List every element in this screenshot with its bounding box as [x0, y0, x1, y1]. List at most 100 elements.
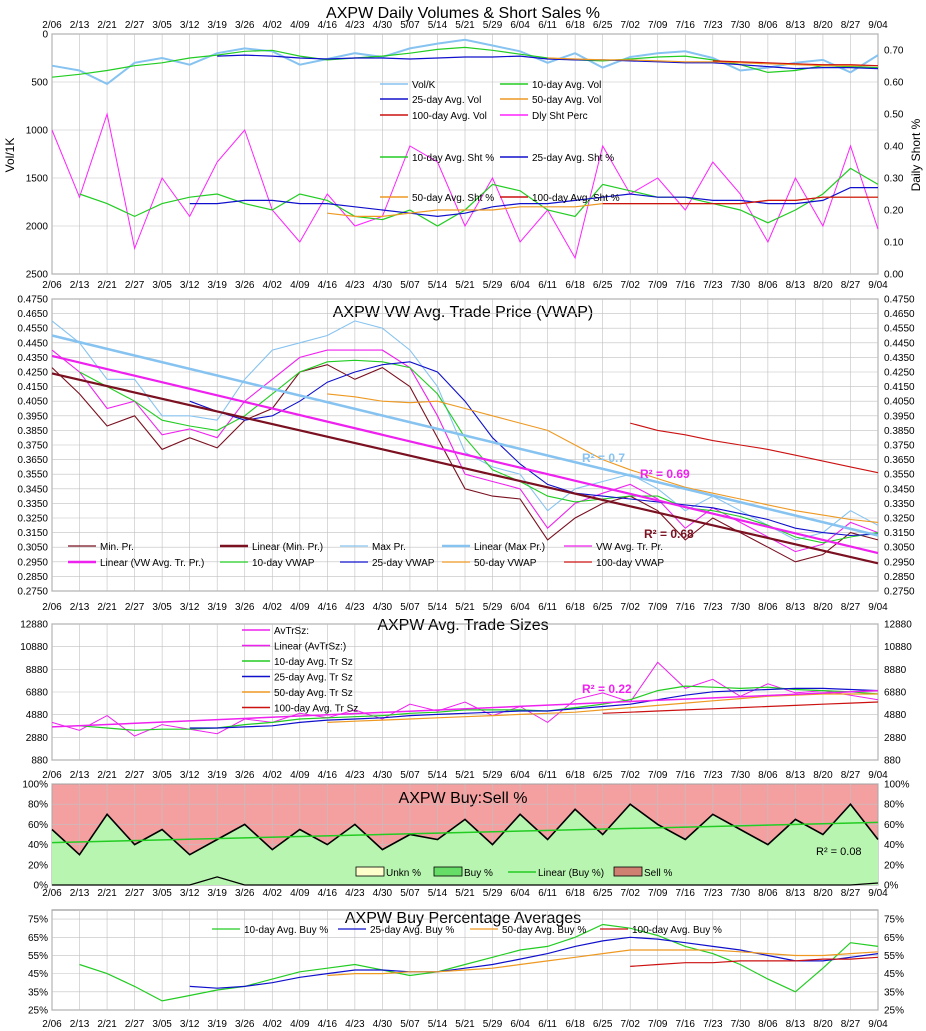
x-tick-label: 6/04 — [510, 888, 530, 899]
series-line — [602, 196, 878, 205]
x-tick-label: 5/21 — [455, 888, 475, 899]
legend-label: 100-day VWAP — [596, 558, 664, 569]
x-tick-label: 6/11 — [538, 602, 557, 613]
y-tick-label: 0.4150 — [17, 382, 48, 393]
x-tick-label-top: 2/06 — [42, 20, 62, 31]
x-tick-label: 7/23 — [703, 770, 723, 781]
y-tick-label: 0.4750 — [17, 295, 48, 306]
x-tick-label: 7/23 — [703, 888, 723, 899]
y-tick-label: 880 — [31, 756, 48, 767]
x-tick-label-top: 2/21 — [97, 20, 117, 31]
series-line — [327, 693, 878, 723]
legend-label: 50-day VWAP — [474, 558, 537, 569]
y-tick-label: 75% — [28, 915, 48, 926]
y-tick-label-right: 35% — [884, 987, 904, 998]
unkn-line — [52, 876, 879, 886]
chart-title: AXPW Buy Percentage Averages — [345, 910, 581, 927]
x-tick-label: 2/21 — [97, 1019, 117, 1030]
y-tick-label-right: 0.3450 — [884, 484, 915, 495]
series-line — [712, 60, 879, 67]
buy-line — [51, 802, 879, 856]
x-tick-label: 7/09 — [648, 602, 668, 613]
legend-label: 25-day Avg. Tr Sz — [274, 673, 353, 684]
x-tick-label: 6/11 — [538, 280, 557, 291]
x-tick-label: 3/05 — [152, 602, 172, 613]
x-tick-label-top: 3/05 — [152, 20, 172, 31]
x-tick-label: 2/06 — [42, 280, 62, 291]
y-tick-label: 0 — [42, 30, 48, 41]
x-tick-label: 4/02 — [263, 280, 283, 291]
x-tick-label-top: 5/21 — [455, 20, 475, 31]
x-tick-label: 4/23 — [345, 888, 365, 899]
legend-label: Sell % — [644, 868, 672, 879]
x-tick-label: 8/27 — [841, 280, 861, 291]
legend-label: Min. Pr. — [100, 542, 134, 553]
series-line — [547, 57, 878, 67]
y-tick-label-right: 6880 — [884, 688, 907, 699]
x-tick-label: 3/05 — [152, 888, 172, 899]
x-tick-label: 7/16 — [676, 888, 696, 899]
legend-label: AvTrSz: — [274, 626, 309, 637]
legend-label: 100-day Avg. Buy % — [632, 925, 722, 936]
y-tick-label: 6880 — [26, 688, 49, 699]
x-tick-label: 8/27 — [841, 1019, 861, 1030]
x-tick-label: 5/29 — [483, 888, 503, 899]
x-tick-label: 8/27 — [841, 602, 861, 613]
legend-label: 10-day VWAP — [252, 558, 315, 569]
x-tick-label: 7/30 — [731, 770, 751, 781]
y-tick-label-right: 0.2850 — [884, 572, 915, 583]
x-tick-label: 4/23 — [345, 602, 365, 613]
y-tick-label: 35% — [28, 987, 48, 998]
series-line — [189, 936, 879, 989]
panel-3: 2/06 2/13 2/21 2/27 3/05 3/12 3/19 3/26 4/02 4/09… — [22, 780, 909, 900]
x-tick-label: 5/29 — [483, 770, 503, 781]
trendline — [51, 334, 879, 537]
y-tick-label-right: 0.3250 — [884, 514, 915, 525]
x-tick-label-top: 3/12 — [180, 20, 200, 31]
x-tick-label: 9/04 — [868, 1019, 888, 1030]
legend-swatch — [613, 866, 643, 877]
x-tick-label-top: 6/04 — [510, 20, 530, 31]
panel-0: 2/06 2/13 2/21 2/27 3/05 3/12 3/19 3/26 4/02 4/09… — [3, 5, 923, 291]
legend-swatch — [355, 866, 385, 877]
y-tick-label: 60% — [28, 820, 48, 831]
y2-tick-label: 0.40 — [884, 142, 904, 153]
y-tick-label-right: 100% — [884, 780, 910, 791]
x-tick-label-top: 5/07 — [400, 20, 420, 31]
y2-tick-label: 0.70 — [884, 46, 904, 57]
panel-2: 2/06 2/13 2/21 2/27 3/05 3/12 3/19 3/26 4/02 4/09… — [20, 617, 912, 781]
x-tick-label: 8/20 — [813, 770, 833, 781]
x-tick-label: 5/14 — [428, 602, 448, 613]
series-line — [51, 38, 879, 86]
x-tick-label: 4/09 — [290, 888, 310, 899]
series-line — [51, 349, 879, 553]
chart-title: AXPW Avg. Trade Sizes — [377, 617, 548, 634]
x-tick-label: 7/30 — [731, 888, 751, 899]
x-tick-label: 4/30 — [373, 770, 393, 781]
y-tick-label: 2500 — [26, 270, 49, 281]
legend-label: Linear (Buy %) — [538, 868, 604, 879]
x-tick-label: 2/21 — [97, 888, 117, 899]
x-tick-label: 8/06 — [758, 1019, 778, 1030]
x-tick-label: 9/04 — [868, 602, 888, 613]
legend-label: Max Pr. — [372, 542, 406, 553]
x-tick-label: 7/30 — [731, 1019, 751, 1030]
x-tick-label: 4/16 — [318, 888, 338, 899]
y2-tick-label: 0.00 — [884, 270, 904, 281]
series-line — [327, 393, 879, 523]
x-tick-label: 3/26 — [235, 770, 255, 781]
x-tick-label: 3/12 — [180, 888, 200, 899]
legend-label: Linear (AvTrSz:) — [274, 642, 346, 653]
y-tick-label: 4880 — [26, 710, 49, 721]
x-tick-label-top: 6/18 — [565, 20, 585, 31]
y-tick-label-right: 0% — [884, 881, 899, 892]
legend-label: 100-day Avg. Sht % — [532, 193, 620, 204]
x-tick-label: 4/23 — [345, 1019, 365, 1030]
x-tick-label: 7/09 — [648, 1019, 668, 1030]
y-tick-label: 25% — [28, 1006, 48, 1017]
x-tick-label: 8/06 — [758, 280, 778, 291]
legend-label: Linear (VW Avg. Tr. Pr.) — [100, 558, 204, 569]
r2-annotation: R² = 0.22 — [582, 682, 632, 696]
y-tick-label-right: 0.3150 — [884, 528, 915, 539]
y-tick-label: 0.4050 — [17, 397, 48, 408]
